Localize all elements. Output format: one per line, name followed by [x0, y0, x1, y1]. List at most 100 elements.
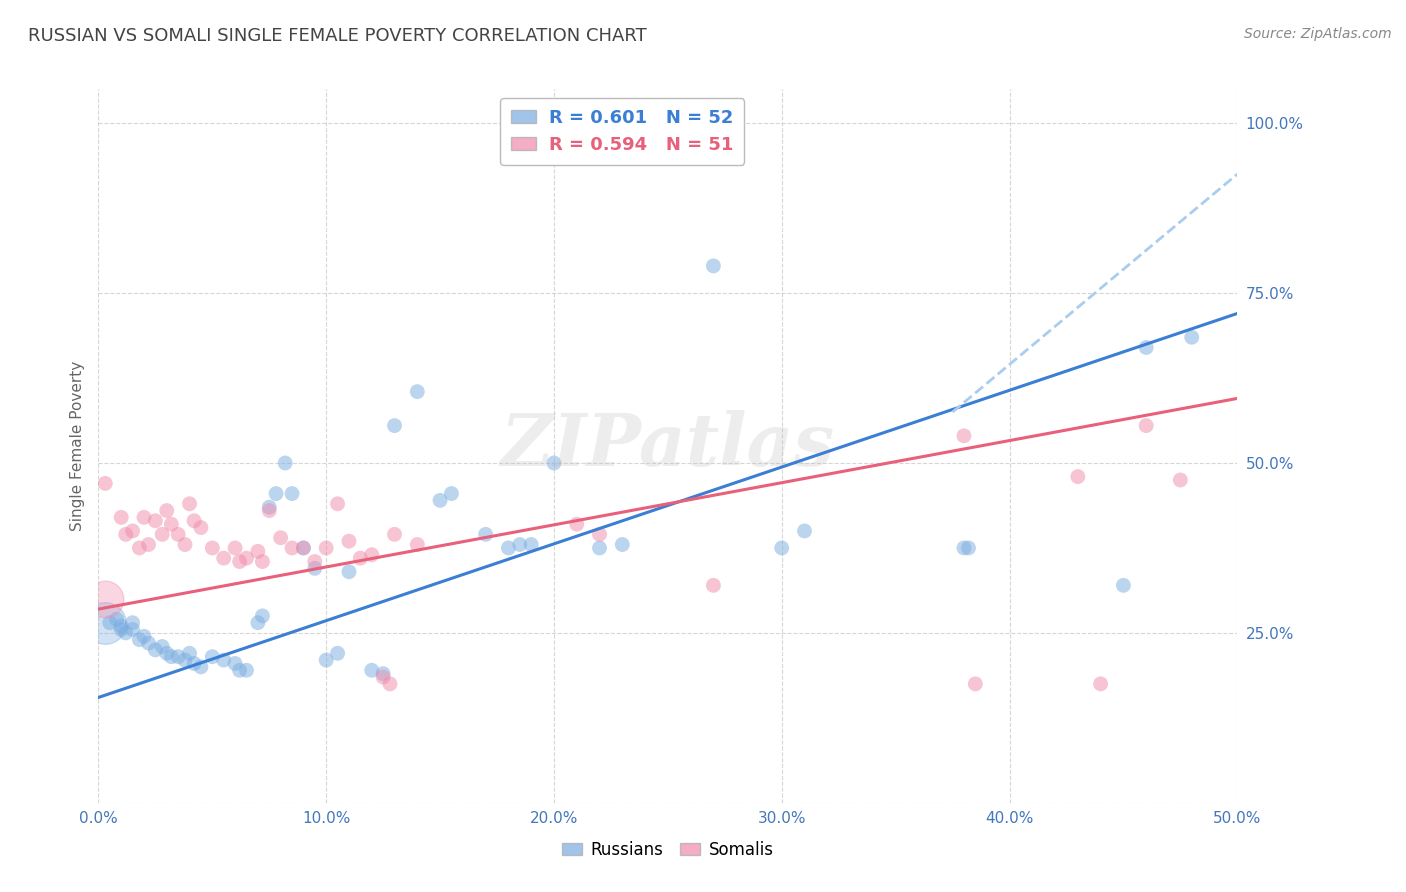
Point	[224, 541, 246, 555]
Point	[793, 524, 815, 538]
Point	[360, 548, 382, 562]
Point	[201, 649, 224, 664]
Point	[138, 537, 160, 551]
Point	[965, 677, 987, 691]
Point	[406, 537, 429, 551]
Point	[326, 646, 349, 660]
Text: RUSSIAN VS SOMALI SINGLE FEMALE POVERTY CORRELATION CHART: RUSSIAN VS SOMALI SINGLE FEMALE POVERTY …	[28, 27, 647, 45]
Point	[110, 510, 132, 524]
Point	[156, 503, 179, 517]
Point	[953, 429, 976, 443]
Point	[315, 541, 337, 555]
Point	[520, 537, 543, 551]
Point	[160, 649, 183, 664]
Point	[110, 623, 132, 637]
Point	[105, 612, 128, 626]
Point	[326, 497, 349, 511]
Point	[349, 551, 371, 566]
Point	[304, 561, 326, 575]
Point	[259, 500, 281, 515]
Point	[132, 629, 155, 643]
Point	[114, 527, 136, 541]
Point	[235, 663, 257, 677]
Point	[121, 524, 143, 538]
Text: ZIPatlas: ZIPatlas	[501, 410, 835, 482]
Point	[281, 486, 304, 500]
Point	[121, 623, 143, 637]
Point	[1067, 469, 1090, 483]
Point	[612, 537, 634, 551]
Point	[179, 646, 201, 660]
Point	[128, 632, 150, 647]
Point	[371, 670, 394, 684]
Point	[337, 534, 360, 549]
Point	[114, 626, 136, 640]
Point	[474, 527, 496, 541]
Point	[94, 591, 117, 606]
Point	[1112, 578, 1135, 592]
Point	[156, 646, 179, 660]
Point	[702, 578, 724, 592]
Point	[543, 456, 565, 470]
Y-axis label: Single Female Poverty: Single Female Poverty	[69, 361, 84, 531]
Point	[281, 541, 304, 555]
Text: Source: ZipAtlas.com: Source: ZipAtlas.com	[1244, 27, 1392, 41]
Point	[304, 555, 326, 569]
Point	[1090, 677, 1112, 691]
Point	[953, 541, 976, 555]
Point	[246, 615, 269, 630]
Point	[174, 537, 197, 551]
Point	[235, 551, 257, 566]
Point	[315, 653, 337, 667]
Point	[565, 517, 588, 532]
Point	[212, 653, 235, 667]
Point	[252, 608, 274, 623]
Point	[167, 649, 190, 664]
Point	[270, 531, 292, 545]
Point	[588, 541, 610, 555]
Point	[183, 514, 205, 528]
Point	[1135, 341, 1157, 355]
Point	[167, 527, 190, 541]
Point	[174, 653, 197, 667]
Point	[212, 551, 235, 566]
Point	[498, 541, 520, 555]
Point	[1135, 418, 1157, 433]
Point	[94, 615, 117, 630]
Point	[150, 527, 173, 541]
Legend: Russians, Somalis: Russians, Somalis	[555, 835, 780, 866]
Point	[150, 640, 173, 654]
Point	[110, 619, 132, 633]
Point	[160, 517, 183, 532]
Point	[94, 476, 117, 491]
Point	[128, 541, 150, 555]
Point	[292, 541, 315, 555]
Point	[228, 555, 250, 569]
Point	[228, 663, 250, 677]
Point	[292, 541, 315, 555]
Point	[132, 510, 155, 524]
Point	[190, 520, 212, 534]
Point	[770, 541, 793, 555]
Point	[384, 527, 406, 541]
Point	[274, 456, 297, 470]
Point	[1181, 330, 1204, 344]
Point	[201, 541, 224, 555]
Point	[259, 503, 281, 517]
Point	[179, 497, 201, 511]
Point	[337, 565, 360, 579]
Point	[145, 514, 167, 528]
Point	[1170, 473, 1192, 487]
Point	[378, 677, 401, 691]
Point	[509, 537, 531, 551]
Point	[371, 666, 394, 681]
Point	[190, 660, 212, 674]
Point	[138, 636, 160, 650]
Point	[98, 615, 121, 630]
Point	[121, 615, 143, 630]
Point	[360, 663, 382, 677]
Point	[588, 527, 610, 541]
Point	[440, 486, 463, 500]
Point	[429, 493, 451, 508]
Point	[252, 555, 274, 569]
